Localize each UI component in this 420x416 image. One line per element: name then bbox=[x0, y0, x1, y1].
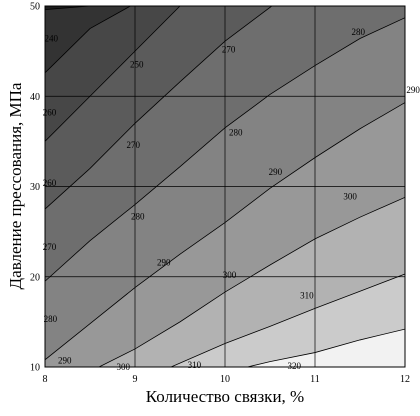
x-axis-title: Количество связки, % bbox=[146, 387, 304, 406]
y-axis-title: Давление прессования, МПа bbox=[6, 82, 25, 289]
contour-label: 290 bbox=[157, 257, 171, 267]
contour-label: 320 bbox=[288, 361, 302, 371]
contour-label: 290 bbox=[269, 167, 283, 177]
contour-label: 240 bbox=[45, 33, 59, 43]
contour-line-270 bbox=[45, 6, 273, 210]
plot-frame bbox=[44, 5, 406, 368]
contour-line-310 bbox=[170, 273, 405, 367]
contour-label: 280 bbox=[229, 127, 243, 137]
contour-label: 290 bbox=[58, 356, 72, 366]
y-tick-label: 20 bbox=[30, 272, 40, 283]
contour-line-260 bbox=[45, 6, 181, 142]
y-axis-ticks: 10 20 30 40 50 bbox=[30, 2, 40, 374]
contour-label: 260 bbox=[43, 107, 57, 117]
y-tick-label: 30 bbox=[30, 182, 40, 193]
contour-label: 300 bbox=[117, 362, 131, 372]
contour-label: 270 bbox=[126, 140, 140, 150]
contour-line-300 bbox=[98, 196, 405, 367]
contour-label: 270 bbox=[222, 44, 236, 54]
contour-labels: 240 250 260 270 270 280 280 260 280 290 290 270 290 3… bbox=[43, 27, 420, 372]
contour-label: 310 bbox=[188, 360, 202, 370]
y-tick-label: 10 bbox=[30, 363, 40, 374]
x-axis-ticks: 8 9 10 11 12 bbox=[43, 374, 411, 385]
x-tick-label: 11 bbox=[310, 374, 320, 385]
contour-label: 270 bbox=[43, 242, 57, 252]
contour-label: 300 bbox=[343, 191, 357, 201]
contour-line-250 bbox=[45, 6, 131, 74]
contour-label: 310 bbox=[300, 291, 314, 301]
contour-label: 280 bbox=[351, 27, 365, 37]
contour-band-250 bbox=[45, 6, 405, 73]
contour-label: 250 bbox=[130, 60, 144, 70]
contour-label: 280 bbox=[44, 314, 58, 324]
contour-label: 280 bbox=[131, 211, 145, 221]
x-tick-label: 12 bbox=[400, 374, 410, 385]
contour-label: 290 bbox=[406, 85, 420, 95]
y-tick-label: 40 bbox=[30, 92, 40, 103]
x-tick-label: 8 bbox=[43, 374, 48, 385]
x-tick-label: 10 bbox=[220, 374, 230, 385]
contour-label: 300 bbox=[223, 270, 237, 280]
x-tick-label: 9 bbox=[133, 374, 138, 385]
contour-label: 260 bbox=[43, 178, 57, 188]
contour-line-240 bbox=[45, 6, 91, 11]
y-tick-label: 50 bbox=[30, 2, 40, 13]
